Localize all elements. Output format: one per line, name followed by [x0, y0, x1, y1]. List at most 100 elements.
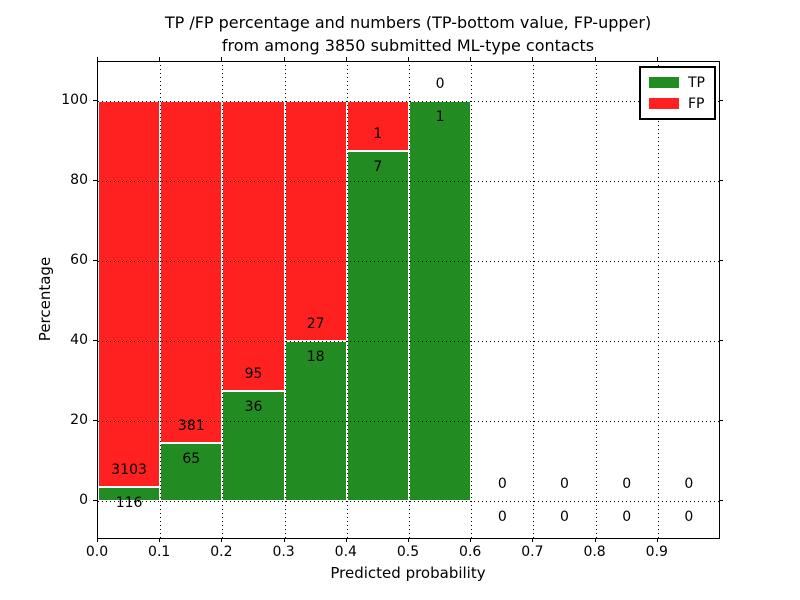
tp-count-label: 1 — [435, 109, 445, 125]
y-tick-mark — [93, 500, 97, 501]
grid-line-x — [222, 62, 224, 538]
tp-count-label: 0 — [622, 509, 632, 525]
y-tick-mark — [93, 180, 97, 181]
bar-segment-fp — [98, 101, 161, 487]
y-axis-label: Percentage — [36, 256, 54, 342]
y-tick-mark-right — [719, 420, 723, 421]
tp-count-label: 0 — [497, 509, 507, 525]
grid-line-y — [98, 261, 719, 262]
y-tick-mark-right — [719, 180, 723, 181]
grid-line-x — [160, 62, 162, 538]
fp-count-label: 0 — [622, 476, 632, 492]
grid-line-x — [471, 62, 473, 538]
y-tick-mark-right — [719, 260, 723, 261]
bar-segment-fp — [346, 101, 409, 151]
x-tick-mark-top — [97, 57, 98, 61]
x-tick-mark-top — [408, 57, 409, 61]
tp-count-label: 36 — [244, 399, 263, 415]
x-tick-mark — [221, 538, 223, 542]
x-axis-label: Predicted probability — [330, 564, 486, 582]
grid-line-x — [409, 62, 410, 538]
x-tick-mark-top — [159, 57, 161, 61]
fp-count-label: 0 — [497, 476, 507, 492]
grid-line-x — [657, 62, 659, 538]
fp-count-label: 3103 — [111, 461, 147, 478]
y-tick-label: 40 — [70, 332, 88, 348]
x-tick-mark — [656, 538, 658, 542]
bar-segment-tp — [160, 442, 223, 501]
legend-item-fp: FP — [649, 93, 705, 114]
x-tick-label: 0.4 — [334, 544, 357, 560]
x-tick-label: 0.1 — [148, 544, 171, 560]
y-tick-label: 60 — [70, 252, 88, 268]
x-tick-label: 0.2 — [210, 544, 233, 560]
grid-line-x — [346, 62, 348, 538]
tp-count-label: 65 — [182, 450, 201, 467]
x-tick-mark-top — [283, 57, 285, 61]
x-tick-label: 0.8 — [583, 544, 606, 560]
x-tick-label: 0.5 — [396, 544, 420, 560]
x-tick-label: 0.3 — [272, 544, 295, 560]
x-tick-label: 0.7 — [521, 544, 544, 560]
y-tick-mark-right — [719, 500, 723, 501]
x-tick-mark — [532, 538, 534, 542]
x-tick-mark-top — [345, 57, 347, 61]
bar-segment-tp — [409, 101, 472, 501]
legend-label-tp: TP — [688, 74, 705, 91]
fp-count-label: 0 — [684, 476, 694, 492]
y-tick-label: 100 — [61, 92, 88, 108]
y-tick-mark — [93, 100, 97, 101]
legend-label-fp: FP — [688, 95, 705, 112]
bar-segment-fp — [160, 101, 223, 443]
fp-legend-swatch — [649, 98, 679, 109]
tp-count-label: 0 — [684, 509, 694, 525]
x-tick-label: 0.9 — [645, 544, 668, 560]
legend-item-tp: TP — [649, 72, 705, 93]
bar-segment-tp — [346, 151, 409, 501]
chart-title-line2: from among 3850 submitted ML-type contac… — [221, 36, 595, 55]
x-tick-label: 0.0 — [85, 544, 109, 560]
x-tick-mark-top — [470, 57, 472, 61]
x-tick-mark — [408, 538, 409, 542]
x-tick-mark — [470, 538, 472, 542]
x-tick-mark — [159, 538, 161, 542]
fp-count-label: 0 — [560, 476, 569, 492]
fp-count-label: 0 — [435, 76, 445, 92]
fp-count-label: 95 — [244, 366, 263, 382]
bar-segment-fp — [284, 101, 347, 341]
x-tick-mark-top — [656, 57, 658, 61]
x-tick-mark — [345, 538, 347, 542]
chart-title-line1: TP /FP percentage and numbers (TP-bottom… — [164, 13, 652, 32]
grid-line-y — [98, 341, 719, 342]
x-tick-mark-top — [532, 57, 534, 61]
legend: TP FP — [639, 66, 716, 120]
fp-count-label: 381 — [177, 417, 205, 434]
tp-count-label: 116 — [115, 494, 143, 511]
y-tick-label: 0 — [79, 492, 88, 508]
x-tick-mark — [97, 538, 98, 542]
x-tick-mark-top — [594, 57, 596, 61]
x-tick-mark-top — [221, 57, 223, 61]
tp-legend-swatch — [649, 77, 679, 88]
y-tick-mark — [93, 340, 97, 341]
x-tick-mark — [594, 538, 596, 542]
grid-line-x — [533, 62, 535, 538]
y-tick-mark — [93, 420, 97, 421]
fp-count-label: 27 — [306, 316, 325, 332]
y-tick-label: 20 — [70, 412, 88, 428]
grid-line-y — [98, 501, 719, 502]
bar-segment-tp — [98, 486, 161, 501]
y-tick-mark-right — [719, 340, 723, 341]
tp-count-label: 18 — [306, 349, 325, 365]
axes: TP FP 3103 116 381 65 95 36 27 18 1 7 0 1 0 0 0 0 0 0 0 0 — [97, 61, 720, 539]
x-tick-label: 0.6 — [459, 544, 482, 560]
y-tick-mark — [93, 260, 97, 261]
tp-count-label: 0 — [560, 509, 569, 525]
grid-line-x — [595, 62, 597, 538]
fp-count-label: 1 — [373, 126, 383, 142]
chart-title: TP /FP percentage and numbers (TP-bottom… — [97, 11, 719, 57]
y-tick-label: 80 — [70, 172, 88, 188]
grid-line-y — [98, 101, 719, 102]
bar-segment-fp — [222, 101, 285, 391]
